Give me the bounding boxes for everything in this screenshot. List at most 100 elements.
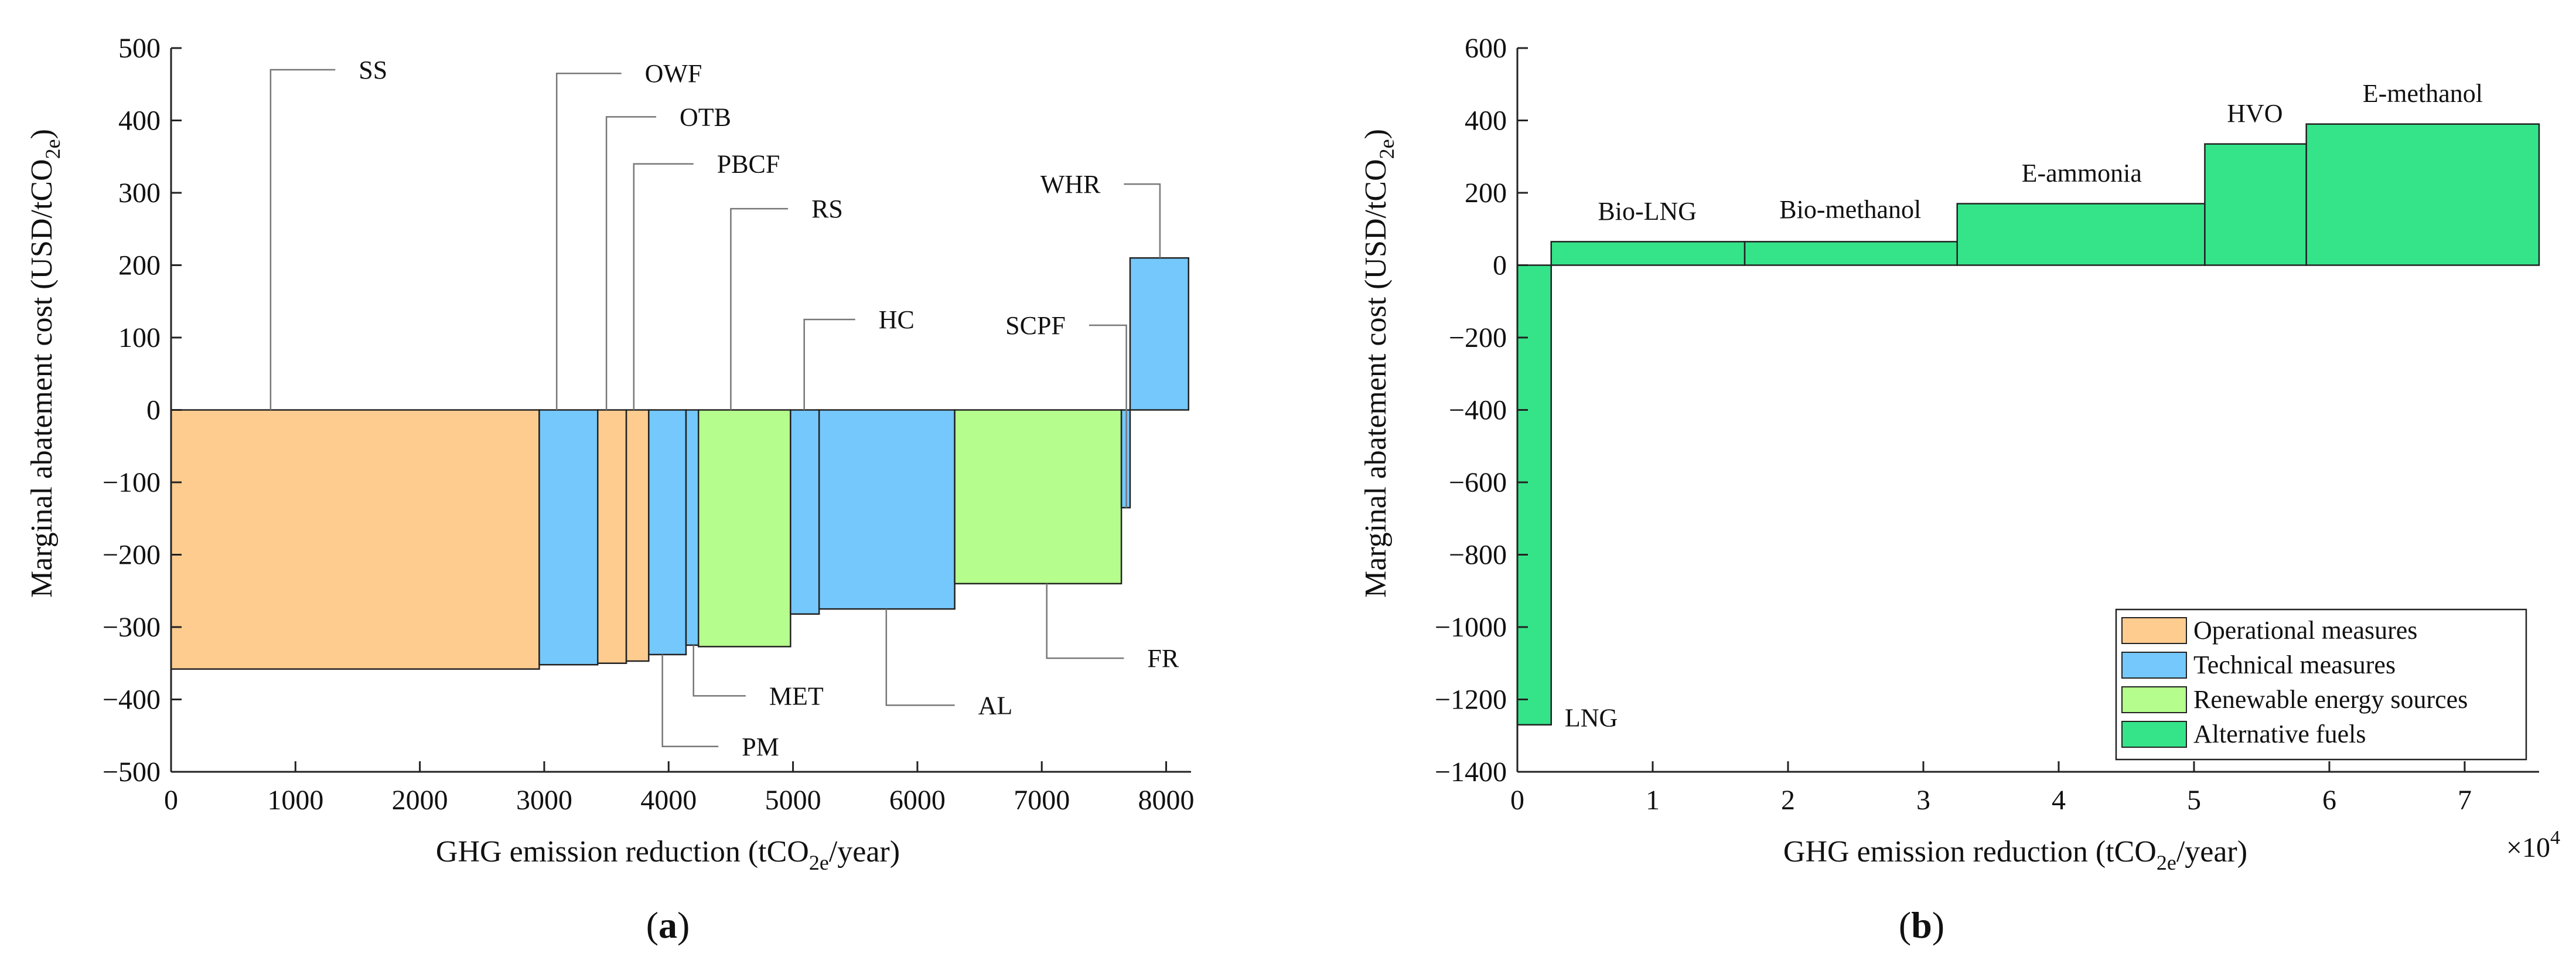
panel-a-y-tick-label: −100 — [103, 467, 161, 498]
legend-label-renewable: Renewable energy sources — [2193, 685, 2468, 714]
panel-b-x-tick-label: 1 — [1646, 785, 1660, 816]
panel-b-x-axis-label-sub: 2e — [2157, 851, 2176, 874]
panel-a-letter: a — [658, 904, 677, 946]
panel-b-y-tick-label: 200 — [1465, 178, 1507, 209]
panel-b-x-axis-label-end: /year) — [2176, 835, 2247, 869]
panel-b-x-tick-label: 0 — [1510, 785, 1524, 816]
panel-b-bar-hvo — [2204, 143, 2307, 266]
panel-b-y-tick-label: −600 — [1449, 467, 1507, 498]
panel-b-x-multiplier-exp: 4 — [2550, 827, 2560, 849]
panel-b-bar-e-ammonia — [1956, 203, 2206, 266]
bar-label-hvo: HVO — [2227, 99, 2282, 128]
bar-label-lng: LNG — [1565, 703, 1618, 732]
legend-swatch-operational — [2121, 617, 2187, 644]
panel-a-y-axis-label-sub: 2e — [41, 139, 64, 159]
callout-line-owf — [555, 72, 622, 410]
panel-b-y-tick-label: −1200 — [1435, 684, 1507, 716]
callout-line-whr — [1124, 183, 1161, 258]
panel-a-y-tick-label: 100 — [118, 322, 161, 353]
panel-a-x-tick-label: 6000 — [889, 785, 946, 816]
panel-a-y-axis-label: Marginal abatement cost (USD/tCO2e) — [25, 129, 64, 598]
panel-b-bar-labels: LNG Bio-LNG Bio-methanol E-ammonia HVO E-meth… — [1565, 79, 2483, 732]
callout-line-met — [692, 645, 746, 697]
panel-a-bar-whr — [1129, 257, 1190, 411]
callout-label-otb: OTB — [680, 103, 731, 131]
panel-a-y-tick-label: 300 — [118, 178, 161, 209]
callout-line-pm — [661, 654, 719, 748]
panel-b-y-tick-label: −1000 — [1435, 612, 1507, 643]
callout-label-scpf: SCPF — [1005, 311, 1066, 340]
panel-b-y-axis-label-main: Marginal abatement cost (USD/tCO — [1359, 159, 1393, 598]
panel-a-x-axis-label: GHG emission reduction (tCO2e/year) — [436, 835, 900, 874]
panel-b-label: (b) — [1899, 904, 1944, 946]
panel-b-y-axis-label-sub: 2e — [1375, 139, 1398, 159]
panel-a-bar-hc — [790, 409, 820, 615]
panel-a-x-tick-label: 3000 — [516, 785, 572, 816]
panel-a-x-axis-label-sub: 2e — [809, 851, 829, 874]
callout-label-al: AL — [978, 691, 1013, 720]
panel-a-bar-al — [818, 409, 956, 610]
panel-a-x-tick-label: 5000 — [765, 785, 821, 816]
panel-b-bar-lng — [1516, 264, 1552, 726]
panel-a-bar-rs — [697, 409, 791, 648]
panel-a-bar-otb — [596, 409, 627, 664]
panel-a-y-tick-label: −200 — [103, 540, 161, 571]
panel-b-x-multiplier-base: ×10 — [2506, 832, 2550, 863]
panel-b-y-tick-label: −400 — [1449, 395, 1507, 426]
legend-label-operational: Operational measures — [2193, 616, 2417, 645]
panel-a-y-axis-label-end: ) — [25, 129, 59, 139]
panel-b-x-tick-label: 2 — [1781, 785, 1795, 816]
callout-label-ss: SS — [359, 56, 387, 84]
callout-label-pbcf: PBCF — [717, 150, 780, 179]
bar-label-bio-lng: Bio-LNG — [1598, 197, 1697, 226]
panel-a-x-tick-label: 2000 — [392, 785, 448, 816]
panel-a-x-tick-label: 8000 — [1138, 785, 1195, 816]
panel-b-x-tick-label: 4 — [2052, 785, 2066, 816]
panel-a-y-tick-label: 500 — [118, 33, 161, 64]
panel-b-bar-bio-methanol — [1744, 241, 1958, 266]
legend-label-alternative: Alternative fuels — [2193, 720, 2366, 748]
panel-a-x-axis-label-main: GHG emission reduction (tCO — [436, 835, 809, 869]
legend-swatch-technical — [2121, 652, 2187, 679]
panel-a-bar-owf — [538, 409, 599, 666]
bar-label-e-ammonia: E-ammonia — [2022, 159, 2142, 188]
panel-a-bar-met — [685, 409, 700, 646]
panel-b-y-tick-label: 400 — [1465, 105, 1507, 137]
panel-a-bars — [170, 257, 1190, 670]
callout-label-met: MET — [769, 682, 824, 710]
panel-b-y-tick-label: −800 — [1449, 540, 1507, 571]
panel-a-x-tick-label: 4000 — [640, 785, 697, 816]
panel-b-x-multiplier: ×104 — [2506, 827, 2560, 863]
bar-label-bio-methanol: Bio-methanol — [1779, 195, 1921, 224]
callout-line-otb — [605, 116, 657, 410]
panel-a-y-tick-label: −500 — [103, 757, 161, 788]
panel-b-letter: b — [1911, 904, 1932, 946]
bar-label-e-methanol: E-methanol — [2363, 79, 2483, 108]
panel-b-y-axis-label: Marginal abatement cost (USD/tCO2e) — [1359, 129, 1398, 598]
legend: Operational measures Technical measures Re… — [2115, 608, 2527, 761]
callout-label-rs: RS — [811, 195, 843, 223]
panel-b-bar-e-methanol — [2305, 123, 2540, 266]
panel-a-y-tick-label: 0 — [146, 395, 161, 426]
callout-line-rs — [730, 207, 789, 410]
panel-a-y-tick-label: 200 — [118, 250, 161, 281]
callout-label-whr: WHR — [1040, 170, 1101, 199]
panel-b-chart: LNG Bio-LNG Bio-methanol E-ammonia HVO E-meth… — [1359, 33, 2560, 946]
legend-swatch-renewable — [2121, 686, 2187, 713]
panel-a-bar-pbcf — [625, 409, 650, 662]
legend-swatch-alternative — [2121, 721, 2187, 748]
callout-line-al — [885, 609, 955, 706]
panel-b-y-axis-label-end: ) — [1359, 129, 1393, 139]
callout-line-ss — [269, 69, 336, 410]
callout-line-scpf — [1089, 324, 1127, 508]
callout-line-hc — [803, 318, 855, 410]
panel-a-y-tick-label: 400 — [118, 105, 161, 137]
panel-b-x-tick-label: 7 — [2458, 785, 2472, 816]
panel-b-axes: 600 400 200 0 −200 −400 −600 −800 −1000 −1200 −140… — [1435, 33, 2539, 816]
panel-a-y-tick-label: −400 — [103, 684, 161, 716]
panel-b-bar-bio-lng — [1550, 241, 1746, 266]
panel-a-x-tick-label: 1000 — [267, 785, 323, 816]
panel-a-x-axis-label-end: /year) — [829, 835, 900, 869]
